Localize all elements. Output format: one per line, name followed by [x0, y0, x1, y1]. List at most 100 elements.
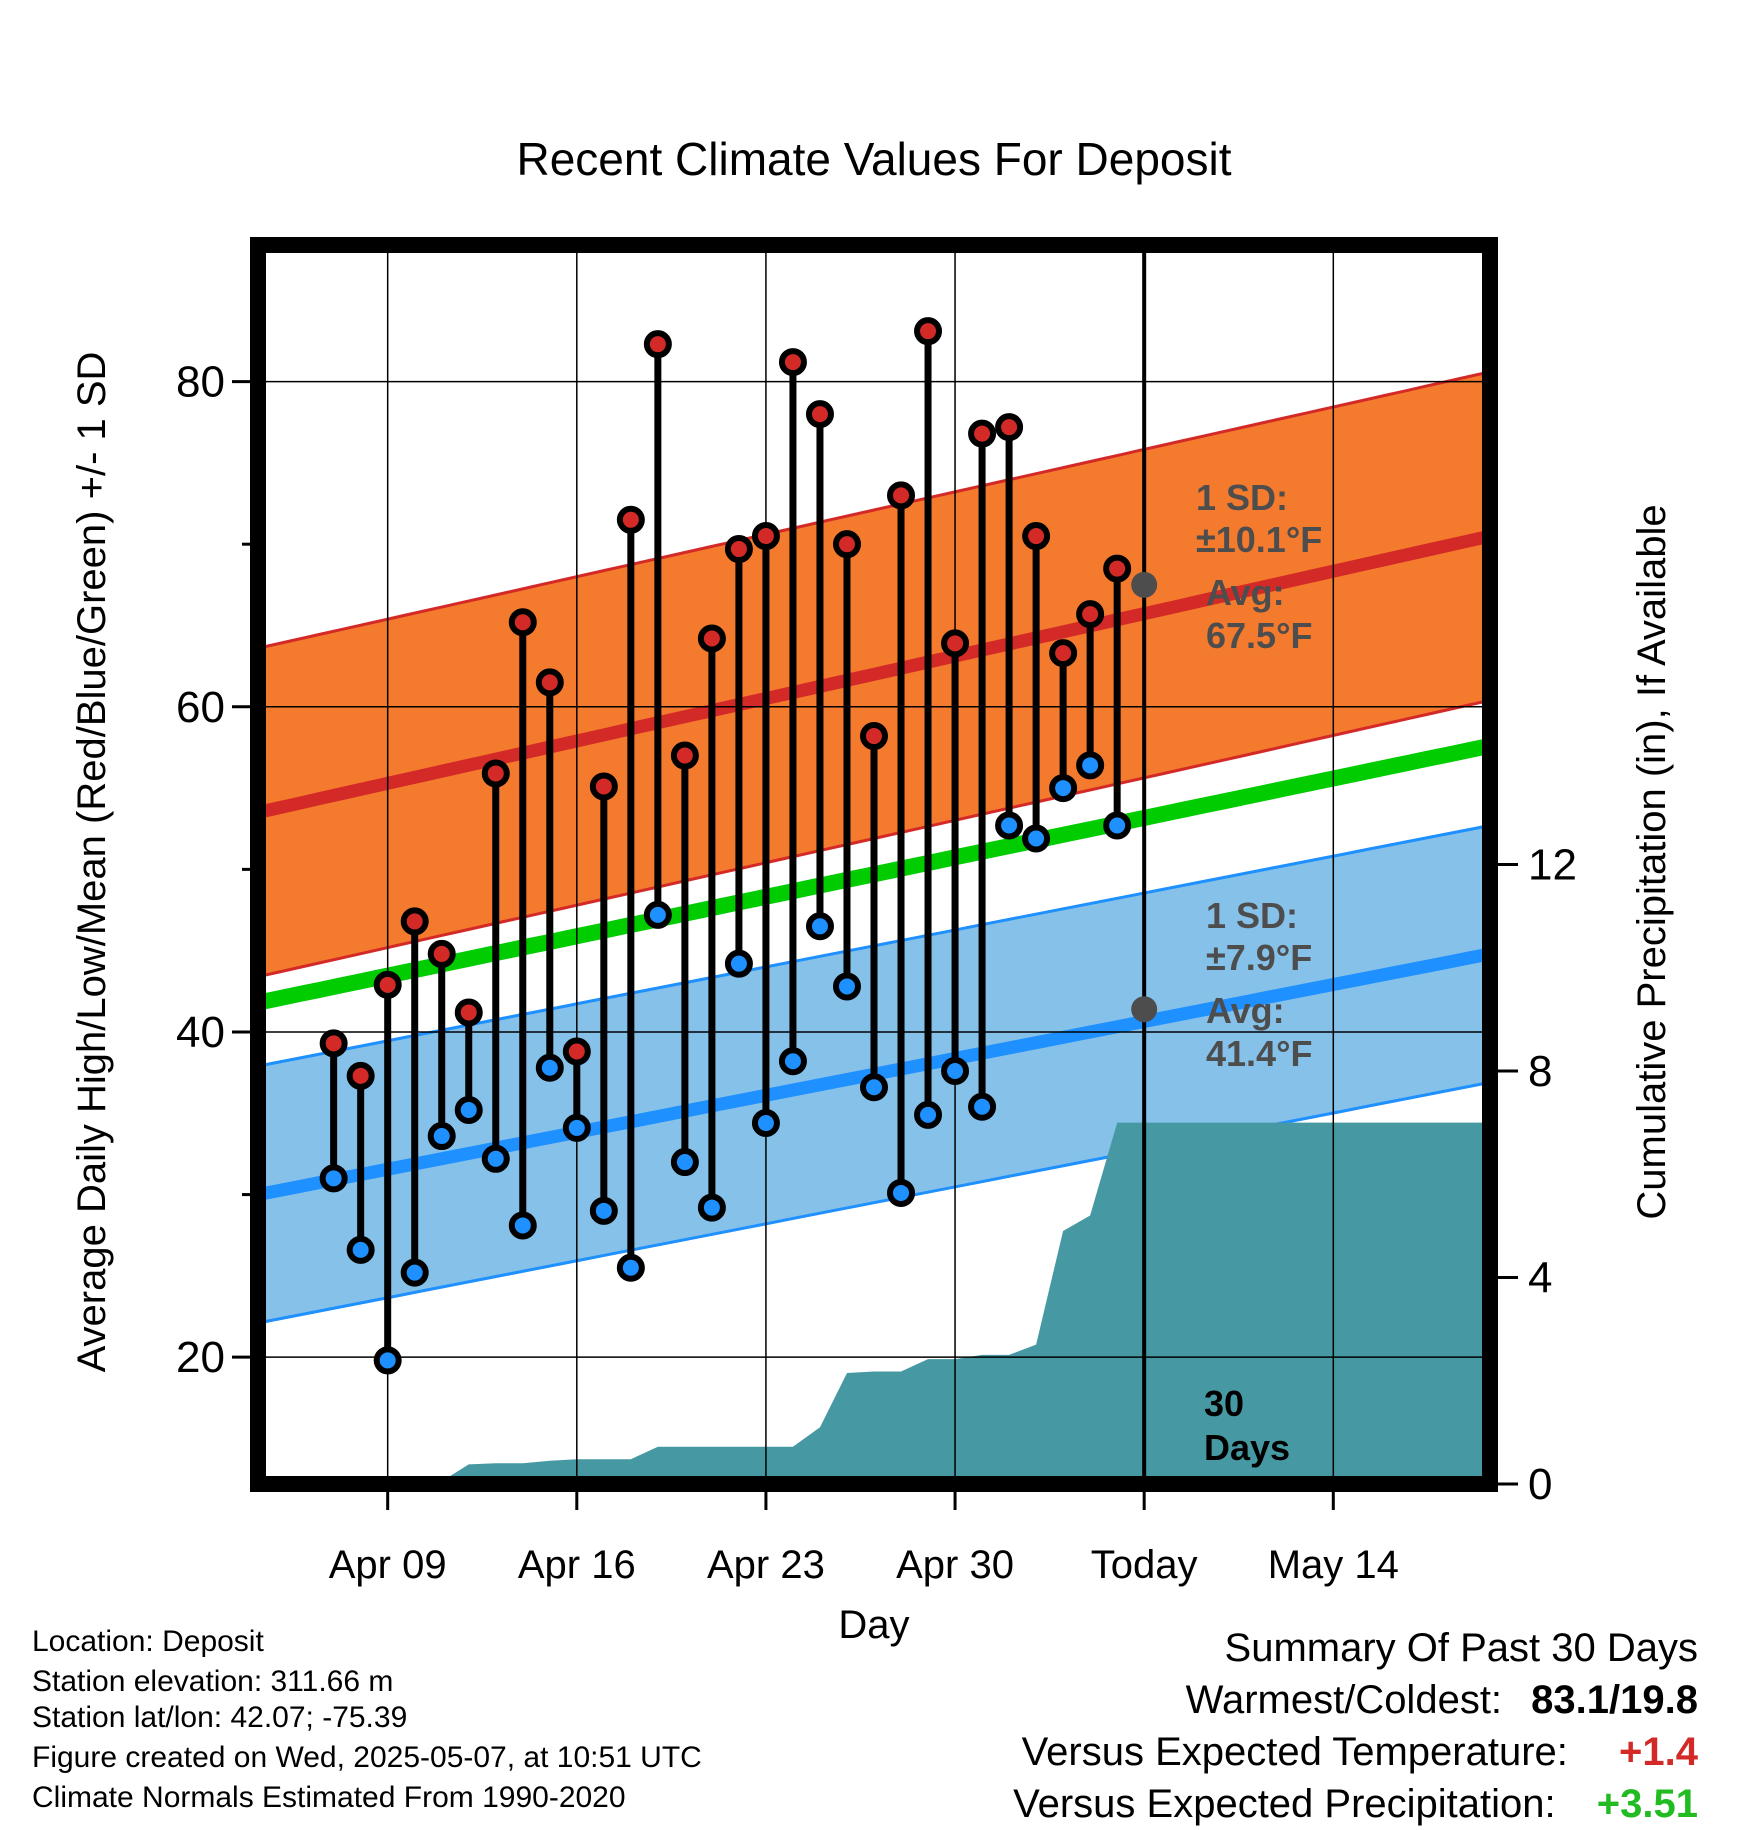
low-point [751, 1109, 780, 1138]
high-avg-label: Avg: [1206, 572, 1285, 613]
low-point [508, 1211, 537, 1240]
low-point [832, 972, 861, 1001]
y2-tick-label: 4 [1528, 1254, 1552, 1303]
low-point [562, 1113, 591, 1142]
x-tick-label: Apr 09 [329, 1543, 447, 1587]
low-point [535, 1053, 564, 1082]
today-low-normal-marker [1131, 996, 1158, 1023]
low-point [724, 949, 753, 978]
summary-warm-cold-label: Warmest/Coldest: [1185, 1678, 1503, 1722]
high-point [373, 970, 402, 999]
high-point [941, 629, 970, 658]
days-unit-label: Days [1204, 1427, 1290, 1468]
y-tick-label: 60 [176, 683, 225, 732]
y2-tick-label: 0 [1528, 1460, 1552, 1509]
high-sd-value: ±10.1°F [1196, 519, 1322, 560]
y2-tick-label: 8 [1528, 1047, 1552, 1096]
summary-precip-value: +3.51 [1596, 1782, 1698, 1826]
high-point [508, 608, 537, 637]
footer-created: Figure created on Wed, 2025-05-07, at 10… [32, 1741, 702, 1774]
high-point [860, 722, 888, 751]
summary-temp-value: +1.4 [1619, 1730, 1698, 1774]
summary-panel: Summary Of Past 30 Days Warmest/Coldest:… [1013, 1622, 1698, 1830]
low-sd-value: ±7.9°F [1206, 937, 1312, 978]
summary-warm-cold: Warmest/Coldest: 83.1/19.8 [1013, 1674, 1698, 1726]
x-tick-label: Apr 30 [896, 1543, 1014, 1587]
x-tick-label: May 14 [1268, 1543, 1399, 1587]
low-point [805, 912, 834, 941]
x-axis-label: Day [838, 1603, 909, 1647]
high-point [887, 481, 916, 510]
high-point [670, 741, 699, 770]
today-high-normal-marker [1131, 571, 1158, 598]
x-tick-label: Today [1091, 1543, 1198, 1587]
high-point [914, 317, 943, 346]
low-point [616, 1253, 645, 1282]
plot-frame [250, 237, 1498, 1492]
precipitation-area [355, 1122, 1490, 1484]
footer-normals: Climate Normals Estimated From 1990-2020 [32, 1781, 626, 1814]
high-point [427, 939, 456, 968]
high-point [1103, 554, 1132, 583]
high-point [616, 505, 645, 534]
low-point [373, 1346, 402, 1375]
days-count-label: 30 [1204, 1383, 1244, 1424]
footer-elevation: Station elevation: 311.66 m [32, 1665, 394, 1698]
high-point [1076, 600, 1105, 629]
high-sd-label: 1 SD: [1196, 477, 1288, 518]
low-point [670, 1148, 699, 1177]
low-point [1076, 751, 1105, 780]
high-point [1022, 522, 1051, 551]
low-point [968, 1092, 997, 1121]
y2-tick-label: 12 [1528, 841, 1577, 890]
high-point [995, 413, 1024, 442]
high-point [832, 530, 861, 559]
summary-precip: Versus Expected Precipitation: +3.51 [1013, 1778, 1698, 1830]
y-tick-label: 20 [176, 1333, 225, 1382]
low-sd-label: 1 SD: [1206, 895, 1298, 936]
summary-temp: Versus Expected Temperature: +1.4 [1013, 1726, 1698, 1778]
low-point [400, 1258, 429, 1287]
low-avg-label: Avg: [1206, 990, 1285, 1031]
low-point [1103, 811, 1132, 840]
footer-latlon: Station lat/lon: 42.07; -75.39 [32, 1701, 408, 1734]
y2-axis-label: Cumulative Precipitation (in), If Availa… [1630, 504, 1674, 1219]
high-avg-value: 67.5°F [1206, 615, 1312, 656]
high-point [454, 998, 483, 1027]
low-point [481, 1144, 510, 1173]
high-point [778, 348, 807, 377]
low-point [887, 1178, 916, 1207]
low-avg-value: 41.4°F [1206, 1033, 1312, 1074]
high-point [805, 400, 834, 429]
low-point [914, 1100, 943, 1129]
chart-title: Recent Climate Values For Deposit [517, 133, 1232, 185]
low-point [995, 811, 1024, 840]
low-point [427, 1122, 456, 1151]
low-point [860, 1073, 888, 1102]
high-point [562, 1037, 591, 1066]
low-point [346, 1235, 375, 1264]
summary-warm-cold-value: 83.1/19.8 [1531, 1678, 1698, 1722]
low-point [697, 1193, 726, 1222]
high-normal-line [256, 529, 1492, 819]
footer-location: Location: Deposit [32, 1625, 264, 1658]
low-point [1049, 774, 1078, 803]
y-tick-label: 40 [176, 1008, 225, 1057]
high-point [751, 522, 780, 551]
high-point [697, 624, 726, 653]
high-point [589, 772, 618, 801]
low-point [778, 1047, 807, 1076]
y-axis-label: Average Daily High/Low/Mean (Red/Blue/Gr… [70, 352, 114, 1373]
high-point [968, 419, 997, 448]
low-point [589, 1196, 618, 1225]
high-point [346, 1061, 375, 1090]
high-point [724, 535, 753, 564]
low-point [643, 900, 672, 929]
low-point [1022, 824, 1051, 853]
high-point [481, 759, 510, 788]
low-sd-band-lower-edge [257, 1080, 1491, 1325]
x-tick-label: Apr 16 [518, 1543, 636, 1587]
summary-precip-label: Versus Expected Precipitation: [1013, 1782, 1556, 1826]
low-point [319, 1164, 348, 1193]
